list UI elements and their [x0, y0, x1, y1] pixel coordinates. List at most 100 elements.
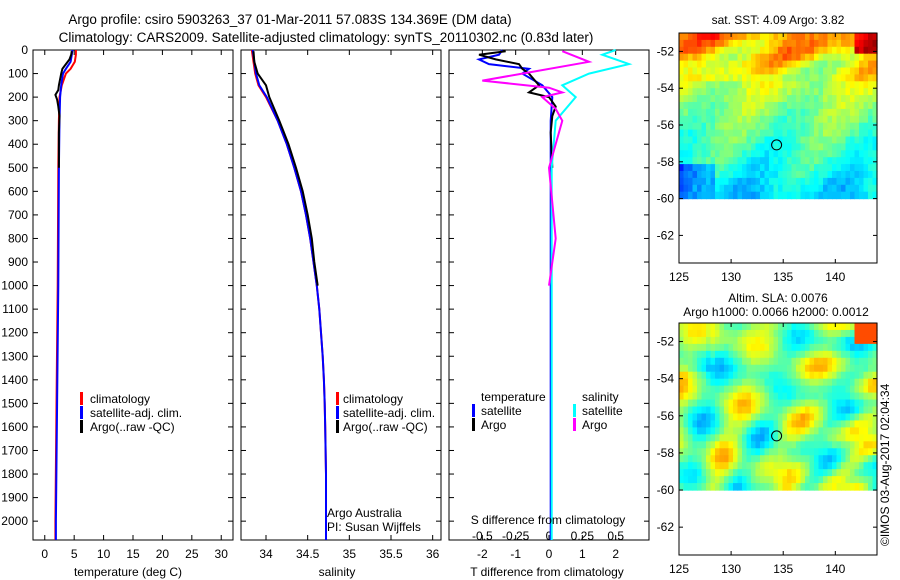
map-cell — [823, 136, 829, 144]
map-cell — [841, 434, 847, 442]
map-cell — [742, 67, 748, 75]
map-cell — [827, 455, 833, 463]
temperature-axes — [32, 49, 234, 541]
map-cell — [800, 462, 806, 470]
map-cell — [733, 427, 739, 435]
map-cell — [778, 122, 784, 131]
map-cell — [710, 67, 716, 75]
map-cell — [728, 343, 734, 352]
map-cell — [818, 157, 824, 165]
map-cell — [751, 413, 757, 422]
map-cell — [715, 184, 721, 193]
map-cell — [814, 74, 820, 82]
map-cell — [733, 74, 739, 82]
map-cell — [701, 357, 707, 366]
map-cell — [755, 455, 761, 463]
map-cell — [688, 413, 694, 422]
map-cell — [733, 157, 739, 165]
map-cell — [710, 136, 716, 144]
map-cell — [724, 88, 730, 96]
y-tick-label: 2000 — [1, 514, 28, 528]
map-cell — [796, 74, 802, 82]
map-cell — [692, 336, 698, 345]
map-cell — [818, 392, 824, 401]
map-cell — [692, 143, 698, 151]
map-cell — [827, 129, 833, 138]
map-cell — [683, 108, 689, 117]
map-cell — [823, 150, 829, 158]
map-cell — [827, 350, 833, 359]
map-cell — [715, 81, 721, 89]
map-cell — [841, 88, 847, 96]
map-cell — [742, 191, 748, 200]
map-cell — [737, 136, 743, 144]
map-cell — [868, 434, 874, 442]
map-cell — [868, 164, 874, 172]
map-cell — [809, 88, 815, 96]
map-cell — [701, 53, 707, 62]
map-cell — [850, 329, 856, 338]
map-cell — [778, 129, 784, 138]
map-cell — [872, 323, 878, 331]
map-cell — [755, 350, 761, 359]
map-cell — [688, 357, 694, 366]
map-cell — [746, 67, 752, 75]
map-cell — [872, 95, 878, 103]
map-cell — [850, 60, 856, 69]
map-cell — [872, 136, 878, 144]
map-cell — [850, 323, 856, 331]
map-cell — [841, 343, 847, 352]
map-cell — [715, 129, 721, 138]
map-cell — [850, 336, 856, 345]
map-cell — [715, 88, 721, 96]
map-cell — [872, 191, 878, 200]
map-cell — [742, 171, 748, 179]
map-cell — [764, 371, 770, 380]
map-cell — [800, 399, 806, 408]
map-cell — [724, 143, 730, 151]
map-cell — [859, 129, 865, 138]
map-cell — [805, 88, 811, 96]
map-cell — [764, 427, 770, 435]
map-cell — [814, 164, 820, 172]
map-cell — [733, 115, 739, 124]
map-cell — [733, 350, 739, 359]
map-cell — [769, 427, 775, 435]
map-cell — [845, 33, 851, 41]
s-diff-tick-label: 0.25 — [571, 529, 595, 543]
map-cell — [742, 46, 748, 55]
map-cell — [841, 39, 847, 48]
map-cell — [710, 329, 716, 338]
map-cell — [764, 33, 770, 41]
map-cell — [850, 392, 856, 401]
map-cell — [746, 129, 752, 138]
map-cell — [791, 476, 797, 484]
map-cell — [800, 378, 806, 387]
map-cell — [787, 129, 793, 138]
map-cell — [697, 392, 703, 401]
map-cell — [863, 53, 869, 62]
map-cell — [706, 53, 712, 62]
map-cell — [850, 102, 856, 110]
salinity-xlabel: salinity — [319, 565, 356, 579]
map-cell — [868, 455, 874, 463]
map-cell — [827, 171, 833, 179]
map-cell — [764, 392, 770, 401]
map-cell — [728, 150, 734, 158]
map-cell — [764, 441, 770, 449]
map-cell — [679, 371, 685, 380]
map-cell — [796, 434, 802, 442]
map-cell — [710, 177, 716, 186]
map-cell — [827, 184, 833, 193]
map-cell — [818, 171, 824, 179]
map-cell — [719, 385, 725, 394]
map-cell — [778, 357, 784, 366]
map-cell — [818, 115, 824, 124]
map-cell — [701, 74, 707, 82]
map-cell — [769, 115, 775, 124]
legend-heading-salinity: salinity — [582, 390, 619, 404]
map-cell — [751, 184, 757, 193]
map-cell — [791, 115, 797, 124]
map-cell — [742, 483, 748, 491]
map-cell — [688, 399, 694, 408]
